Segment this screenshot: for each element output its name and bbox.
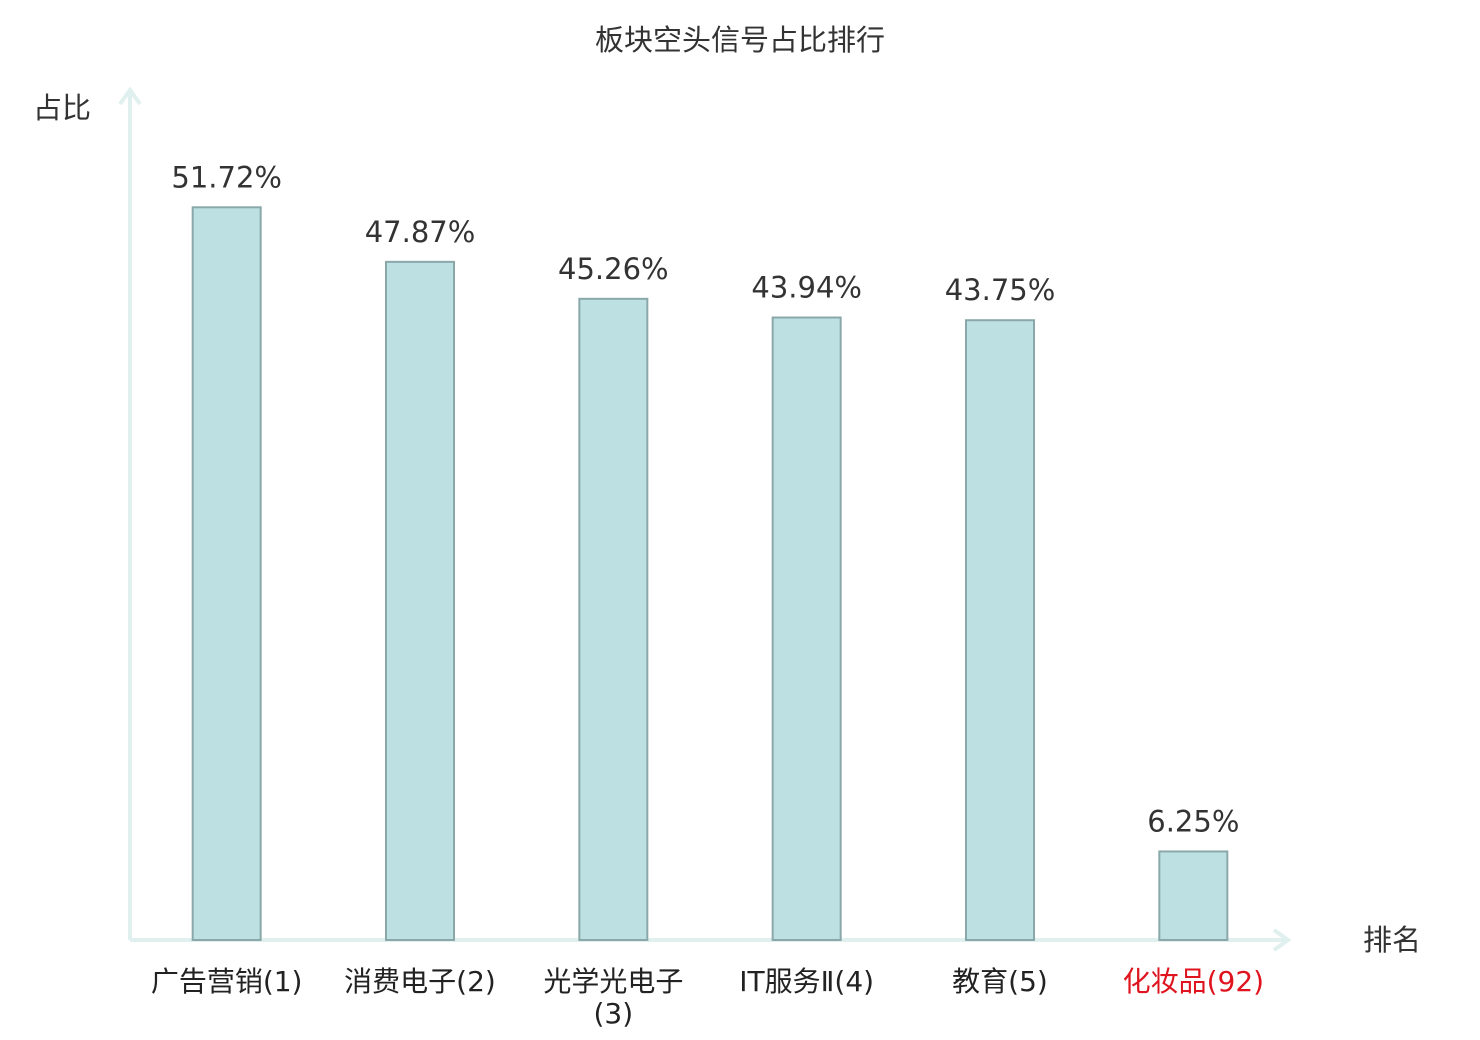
value-label: 43.75% <box>945 273 1056 307</box>
chart-title: 板块空头信号占比排行 <box>595 23 885 57</box>
value-label: 47.87% <box>365 215 476 249</box>
x-tick-label: IT服务Ⅱ(4) <box>739 965 875 998</box>
x-tick-label: 光学光电子(3) <box>543 965 684 1030</box>
bar <box>385 260 455 941</box>
x-axis-arrow <box>1272 928 1292 952</box>
y-axis-arrow <box>118 86 142 106</box>
y-axis-label: 占比 <box>33 91 91 125</box>
x-tick-label: 教育(5) <box>952 965 1048 998</box>
value-label: 43.94% <box>751 271 862 305</box>
axes <box>118 86 1292 952</box>
bar <box>1158 850 1229 941</box>
bar <box>578 297 649 942</box>
x-tick-label: 化妆品(92) <box>1122 965 1265 998</box>
bar <box>191 206 262 942</box>
x-tick-label: 消费电子(2) <box>344 965 496 998</box>
x-axis-label: 排名 <box>1363 923 1421 957</box>
value-label: 51.72% <box>171 160 282 194</box>
value-label: 45.26% <box>558 252 669 286</box>
value-label: 6.25% <box>1147 804 1239 838</box>
bar <box>771 316 842 941</box>
x-tick-label: 广告营销(1) <box>150 965 303 998</box>
bar <box>965 319 1035 942</box>
